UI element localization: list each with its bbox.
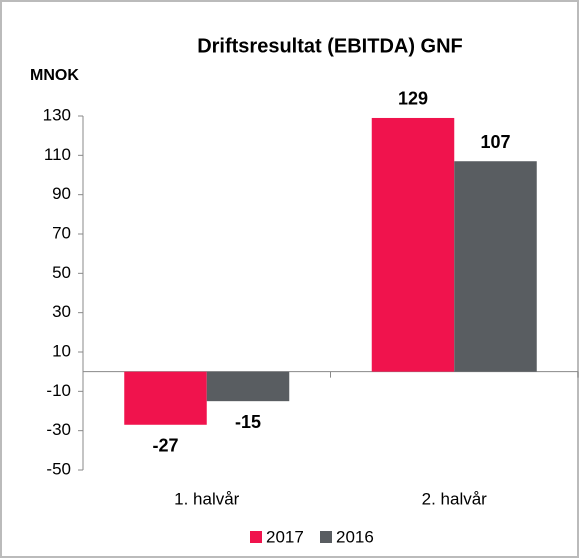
y-tick-label: 10 [52,341,71,360]
x-tick-label: 1. halvår [174,489,240,508]
y-tick-label: 110 [44,145,71,164]
legend-swatch [320,531,332,543]
y-tick-label: -30 [46,420,71,439]
data-label: -27 [152,436,178,456]
bar [371,117,455,372]
legend-label: 2016 [336,527,374,546]
y-tick-label: -50 [46,459,71,478]
y-tick-label: 90 [52,184,71,203]
data-label: -15 [235,412,261,432]
data-label: 129 [398,89,428,109]
y-axis-label: MNOK [30,67,79,84]
bar [454,161,537,372]
bar [124,371,207,425]
y-tick-label: 70 [52,223,71,242]
y-tick-label: -10 [46,381,71,400]
data-label: 107 [480,132,510,152]
legend-label: 2017 [266,527,304,546]
legend-swatch [250,531,262,543]
y-tick-label: 50 [52,263,71,282]
y-tick-label: 130 [43,105,71,124]
x-tick-label: 2. halvår [422,489,488,508]
bar [206,371,290,402]
y-tick-label: 30 [52,302,71,321]
chart-title: Driftsresultat (EBITDA) GNF [197,35,463,57]
